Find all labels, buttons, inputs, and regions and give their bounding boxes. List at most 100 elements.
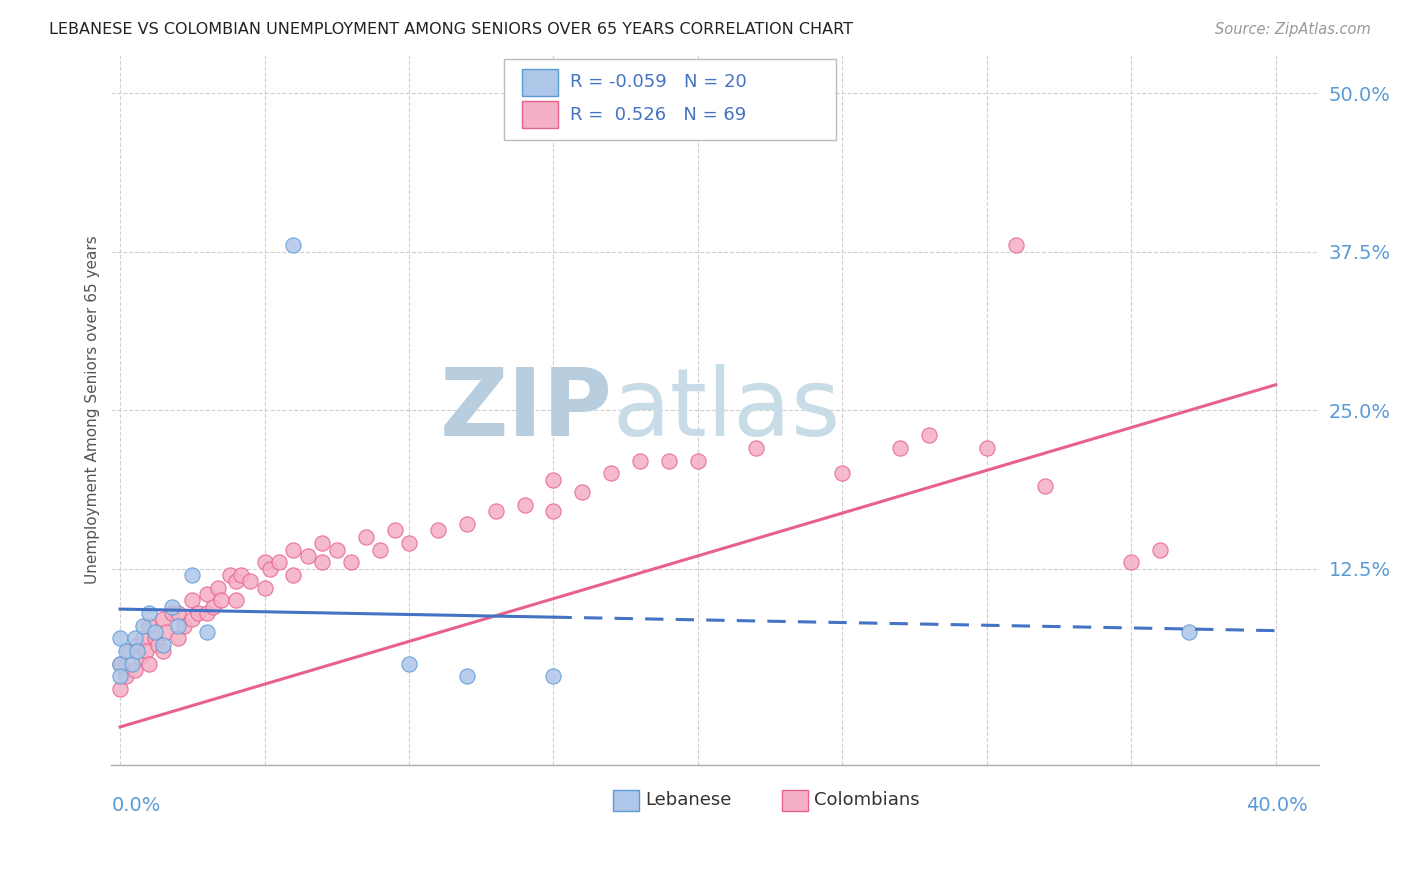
Point [181, 567, 204, 582]
Point [253, 581, 276, 595]
Point [485, 504, 508, 518]
Text: R =  0.526   N = 69: R = 0.526 N = 69 [571, 106, 747, 124]
Point [195, 587, 218, 601]
Bar [522, 69, 558, 95]
Point [209, 593, 232, 607]
FancyBboxPatch shape [503, 59, 837, 140]
Point [267, 555, 290, 569]
Point [831, 467, 853, 481]
Point [1323, 377, 1346, 392]
Point [368, 542, 391, 557]
Point [201, 599, 224, 614]
Text: atlas: atlas [613, 364, 841, 456]
Point [155, 624, 177, 639]
Point [121, 657, 143, 671]
Point [456, 669, 478, 683]
Point [160, 606, 183, 620]
Bar [613, 789, 640, 811]
Point [108, 632, 131, 646]
Point [115, 644, 138, 658]
Point [152, 638, 174, 652]
Point [239, 574, 262, 589]
Point [160, 599, 183, 614]
Point [218, 567, 240, 582]
Point [127, 638, 149, 652]
Point [135, 644, 157, 658]
Point [132, 618, 155, 632]
Text: Lebanese: Lebanese [645, 791, 731, 810]
Text: LEBANESE VS COLOMBIAN UNEMPLOYMENT AMONG SENIORS OVER 65 YEARS CORRELATION CHART: LEBANESE VS COLOMBIAN UNEMPLOYMENT AMONG… [49, 22, 853, 37]
Point [686, 454, 709, 468]
Point [181, 593, 204, 607]
Bar [782, 789, 808, 811]
Point [571, 485, 593, 500]
Text: 40.0%: 40.0% [1246, 796, 1308, 814]
Point [108, 657, 131, 671]
Point [259, 561, 281, 575]
Y-axis label: Unemployment Among Seniors over 65 years: Unemployment Among Seniors over 65 years [86, 235, 100, 584]
Point [283, 238, 305, 252]
Point [628, 454, 651, 468]
Point [124, 663, 146, 677]
Point [127, 644, 149, 658]
Point [297, 549, 319, 563]
Point [456, 517, 478, 532]
Point [398, 536, 420, 550]
Point [543, 669, 565, 683]
Point [138, 618, 160, 632]
Point [167, 618, 190, 632]
Point [543, 473, 565, 487]
Point [167, 632, 190, 646]
Text: Colombians: Colombians [814, 791, 920, 810]
Point [1121, 555, 1143, 569]
Point [152, 644, 174, 658]
Text: ZIP: ZIP [440, 364, 613, 456]
Point [195, 606, 218, 620]
Point [658, 454, 681, 468]
Point [354, 530, 377, 544]
Point [187, 606, 209, 620]
Point [283, 567, 305, 582]
Point [326, 542, 349, 557]
Point [889, 441, 911, 455]
Point [124, 632, 146, 646]
Point [1004, 238, 1026, 252]
Point [132, 632, 155, 646]
Bar [522, 102, 558, 128]
Text: Source: ZipAtlas.com: Source: ZipAtlas.com [1215, 22, 1371, 37]
Point [918, 428, 941, 442]
Point [1178, 624, 1201, 639]
Point [108, 681, 131, 696]
Point [143, 624, 166, 639]
Point [181, 612, 204, 626]
Point [231, 567, 253, 582]
Point [283, 542, 305, 557]
Point [311, 536, 333, 550]
Point [152, 612, 174, 626]
Text: 0.0%: 0.0% [111, 796, 160, 814]
Point [207, 581, 229, 595]
Point [513, 498, 536, 512]
Point [115, 669, 138, 683]
Point [118, 644, 141, 658]
Point [384, 524, 406, 538]
Point [138, 657, 160, 671]
Point [426, 524, 449, 538]
Point [600, 467, 623, 481]
Point [340, 555, 363, 569]
Point [225, 593, 247, 607]
Point [195, 624, 218, 639]
Point [1149, 542, 1171, 557]
Point [138, 606, 160, 620]
Point [129, 650, 152, 665]
Point [167, 606, 190, 620]
Point [143, 632, 166, 646]
Text: R = -0.059   N = 20: R = -0.059 N = 20 [571, 73, 747, 91]
Point [1033, 479, 1056, 493]
Point [311, 555, 333, 569]
Point [745, 441, 768, 455]
Point [108, 669, 131, 683]
Point [225, 574, 247, 589]
Point [976, 441, 998, 455]
Point [398, 657, 420, 671]
